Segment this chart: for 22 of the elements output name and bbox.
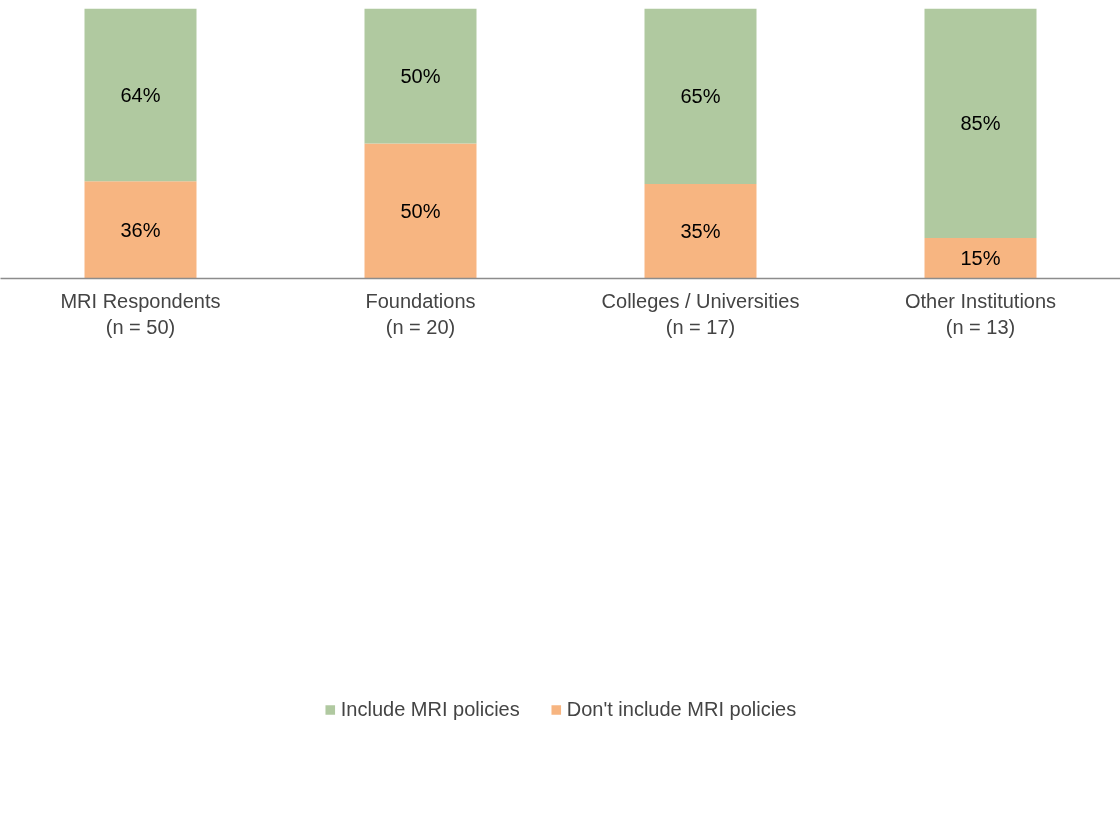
x-tick-label: Foundations (n = 20) [365, 289, 476, 338]
bar [364, 143, 477, 279]
data-label: 50% [400, 200, 441, 222]
bar [364, 8, 477, 144]
bar [84, 8, 197, 182]
data-label: 50% [400, 65, 441, 87]
bar [924, 8, 1037, 238]
data-label: 85% [960, 112, 1001, 135]
x-tick-label: Other Institutions (n = 13) [904, 289, 1057, 338]
legend-label: Include MRI policies [340, 697, 520, 721]
bar [924, 238, 1037, 279]
bar [644, 8, 757, 184]
legend-label: Don't include MRI policies [566, 697, 797, 721]
data-label: 15% [960, 247, 1001, 270]
bar [644, 184, 757, 279]
data-label: 35% [680, 220, 721, 243]
x-tick-label: Colleges / Universities (n = 17) [601, 289, 800, 338]
data-label: 64% [120, 83, 161, 106]
data-label: 65% [680, 85, 721, 108]
bar [84, 181, 197, 279]
data-label: 36% [120, 218, 161, 241]
x-tick-label: MRI Respondents (n = 50) [60, 289, 221, 338]
